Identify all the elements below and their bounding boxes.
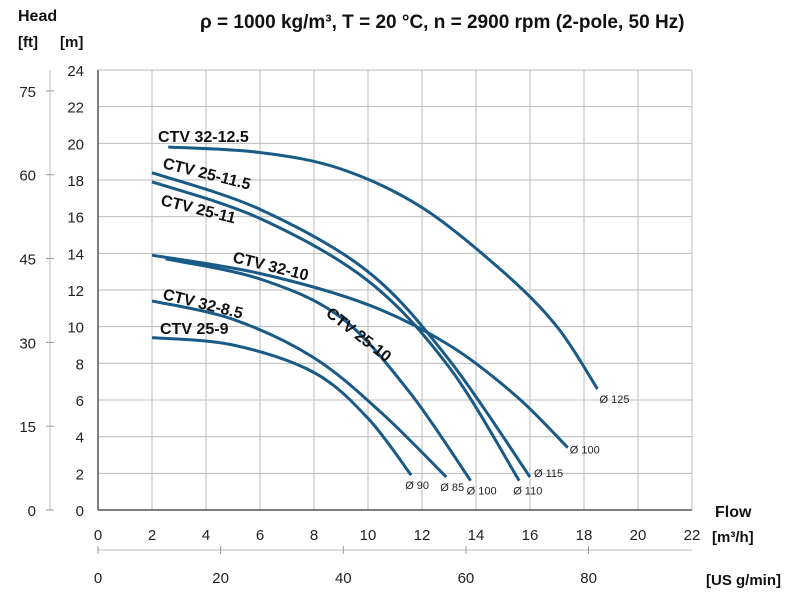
y-tick-label-m: 4 (76, 430, 84, 447)
gpm-tick-label: 20 (212, 570, 229, 587)
x-axis-label: Flow (715, 504, 752, 521)
x-tick-label: 6 (256, 527, 264, 544)
x-tick-label: 22 (684, 527, 701, 544)
x-tick-label: 20 (630, 527, 647, 544)
gpm-tick-label: 60 (458, 570, 475, 587)
series-label: CTV 25-9 (160, 321, 229, 338)
grid (46, 69, 693, 554)
y-tick-label-m: 18 (67, 173, 84, 190)
y-tick-label-m: 12 (67, 283, 84, 300)
y-tick-label-m: 14 (67, 246, 84, 263)
y-unit-m: [m] (60, 34, 83, 51)
impeller-diameter-label: Ø 85 (440, 482, 464, 494)
y-tick-label-m: 8 (76, 356, 84, 373)
series-label: CTV 32-12.5 (158, 129, 249, 146)
series-lines (151, 145, 599, 482)
gpm-tick-label: 40 (335, 570, 352, 587)
impeller-diameter-label: Ø 100 (570, 445, 600, 457)
impeller-diameter-label: Ø 90 (405, 480, 429, 492)
impeller-diameter-label: Ø 100 (467, 486, 497, 498)
y-tick-label-ft: 60 (19, 168, 36, 185)
series-label: CTV 32-10 (231, 249, 310, 284)
y-tick-label-ft: 75 (19, 84, 36, 101)
impeller-diameter-label: Ø 125 (600, 394, 630, 406)
y-tick-label-m: 24 (67, 63, 84, 80)
x-tick-label: 2 (148, 527, 156, 544)
y-tick-label-m: 2 (76, 466, 84, 483)
y-tick-label-ft: 30 (19, 335, 36, 352)
x-tick-label: 8 (310, 527, 318, 544)
series-label: CTV 32-8.5 (161, 286, 245, 322)
x-unit-gpm: [US g/min] (706, 572, 781, 589)
x-tick-label: 12 (414, 527, 431, 544)
x-unit-m3h: [m³/h] (712, 529, 754, 546)
y-axis-label: Head (18, 8, 57, 25)
y-unit-ft: [ft] (18, 34, 38, 51)
y-tick-label-m: 0 (76, 503, 84, 520)
y-tick-label-m: 22 (67, 100, 84, 117)
series-label: CTV 25-10 (323, 305, 395, 366)
series-line (151, 253, 569, 449)
x-tick-label: 0 (94, 527, 102, 544)
y-tick-label-m: 20 (67, 136, 84, 153)
gpm-tick-label: 0 (94, 570, 102, 587)
x-tick-label: 4 (202, 527, 210, 544)
y-tick-label-m: 10 (67, 320, 84, 337)
series-label: CTV 25-11 (159, 192, 237, 227)
y-tick-label-m: 6 (76, 393, 84, 410)
y-tick-label-ft: 15 (19, 419, 36, 436)
x-tick-label: 14 (468, 527, 485, 544)
series-line (165, 257, 472, 482)
y-tick-label-ft: 0 (28, 503, 36, 520)
series-line (151, 336, 413, 477)
x-tick-label: 18 (576, 527, 593, 544)
series-line (151, 180, 521, 482)
series-line (151, 171, 532, 478)
tick-labels: 0 2 4 6 8 10 12 14 16 18 20 22024681012141618202224… (19, 63, 700, 587)
series-line (168, 145, 599, 390)
chart-title: ρ = 1000 kg/m³, T = 20 °C, n = 2900 rpm … (200, 12, 685, 33)
x-tick-label: 16 (522, 527, 539, 544)
gpm-tick-label: 80 (580, 570, 597, 587)
impeller-diameter-label: Ø 115 (534, 468, 563, 480)
y-tick-label-ft: 45 (19, 252, 36, 269)
impeller-diameter-label: Ø 110 (513, 486, 542, 498)
series-line (151, 299, 448, 479)
y-tick-label-m: 16 (67, 210, 84, 227)
x-tick-label: 10 (360, 527, 377, 544)
